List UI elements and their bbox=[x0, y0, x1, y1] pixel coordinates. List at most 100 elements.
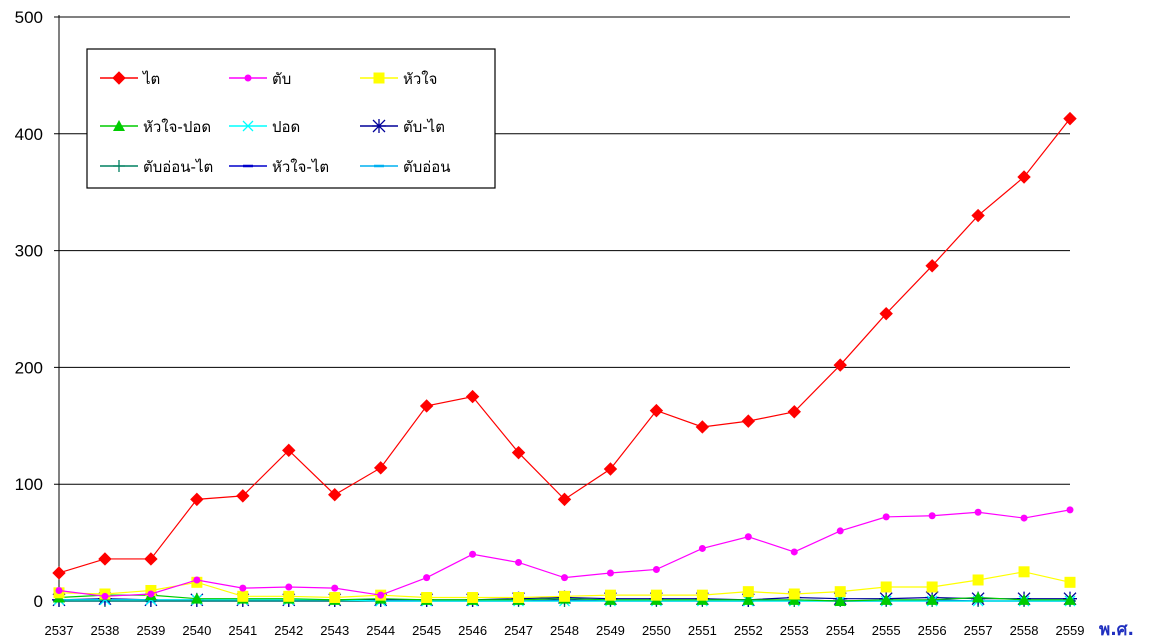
data-point bbox=[283, 590, 295, 602]
data-point bbox=[925, 259, 939, 273]
data-point bbox=[55, 586, 63, 594]
data-point bbox=[741, 414, 756, 428]
data-point bbox=[604, 589, 616, 601]
data-point bbox=[742, 593, 755, 605]
series-2 bbox=[55, 506, 1074, 600]
data-point bbox=[836, 527, 844, 535]
legend-label: ตับอ่อน-ไต bbox=[143, 158, 213, 176]
x-tick-label: 2559 bbox=[1056, 623, 1085, 638]
y-tick-label: 500 bbox=[15, 8, 43, 27]
data-point bbox=[742, 586, 754, 598]
data-point bbox=[1018, 593, 1031, 605]
data-point bbox=[147, 590, 155, 598]
series-group bbox=[52, 111, 1077, 607]
data-point bbox=[880, 581, 892, 593]
legend-item: ไต bbox=[100, 70, 160, 88]
data-point bbox=[652, 565, 660, 573]
data-point bbox=[373, 461, 388, 475]
x-tick-label: 2544 bbox=[366, 623, 395, 638]
data-point bbox=[1064, 593, 1076, 605]
legend-label: ปอด bbox=[272, 118, 300, 136]
data-point bbox=[561, 574, 568, 582]
data-point bbox=[557, 492, 572, 507]
data-point bbox=[190, 592, 203, 604]
legend-item: หัวใจ-ปอด bbox=[100, 118, 211, 136]
data-point bbox=[928, 512, 936, 520]
x-tick-label: 2548 bbox=[550, 623, 579, 638]
x-tick-label: 2550 bbox=[642, 623, 671, 638]
data-point bbox=[145, 584, 157, 596]
data-point bbox=[242, 120, 254, 132]
legend-label: ตับอ่อน bbox=[403, 158, 451, 176]
data-point bbox=[372, 119, 386, 133]
x-tick-label: 2538 bbox=[90, 623, 119, 638]
x-tick-label: 2539 bbox=[136, 623, 165, 638]
legend-item: หัวใจ bbox=[360, 70, 437, 88]
data-point bbox=[1020, 514, 1028, 522]
x-tick-label: 2554 bbox=[826, 623, 855, 638]
data-point bbox=[788, 588, 800, 600]
data-point bbox=[282, 443, 296, 458]
y-axis-ticks: 0 100 200 300 400 500 bbox=[15, 8, 43, 611]
data-point bbox=[239, 584, 247, 592]
x-tick-label: 2557 bbox=[964, 623, 993, 638]
legend-label: หัวใจ-ไต bbox=[272, 158, 329, 176]
data-point bbox=[467, 591, 479, 603]
data-point bbox=[193, 576, 201, 584]
data-point bbox=[237, 590, 249, 602]
data-point bbox=[972, 574, 984, 586]
data-point bbox=[144, 552, 158, 566]
data-point bbox=[469, 550, 477, 558]
data-point bbox=[511, 445, 526, 460]
x-tick-label: 2542 bbox=[274, 623, 303, 638]
data-point bbox=[244, 74, 252, 82]
legend-label: หัวใจ-ปอด bbox=[143, 118, 211, 136]
legend-item: ตับอ่อน bbox=[360, 158, 451, 176]
data-point bbox=[879, 306, 893, 321]
x-tick-label: 2555 bbox=[872, 623, 901, 638]
data-point bbox=[101, 592, 109, 600]
y-tick-label: 200 bbox=[15, 358, 43, 377]
data-point bbox=[52, 566, 66, 580]
data-point bbox=[329, 591, 341, 603]
legend-item: ปอด bbox=[229, 118, 300, 136]
data-point bbox=[650, 589, 662, 601]
x-tick-label: 2546 bbox=[458, 623, 487, 638]
y-tick-label: 300 bbox=[15, 242, 43, 261]
data-point bbox=[972, 591, 985, 603]
data-point bbox=[465, 389, 480, 404]
series-line bbox=[58, 509, 1071, 597]
data-point bbox=[974, 508, 982, 516]
x-tick-label: 2537 bbox=[45, 623, 74, 638]
data-point bbox=[1064, 576, 1076, 588]
y-tick-label: 0 bbox=[34, 592, 43, 611]
data-point bbox=[513, 591, 525, 603]
data-point bbox=[421, 591, 433, 603]
x-axis-label: พ.ศ. bbox=[1099, 620, 1134, 640]
data-point bbox=[649, 403, 664, 418]
data-point bbox=[559, 590, 570, 602]
data-point bbox=[1066, 506, 1074, 514]
x-tick-label: 2545 bbox=[412, 623, 441, 638]
x-axis-ticks: 2537 2538 2539 2540 2541 2542 2543 2544 2545 2546… bbox=[45, 623, 1085, 638]
x-tick-label: 2540 bbox=[182, 623, 211, 638]
x-tick-label: 2553 bbox=[780, 623, 809, 638]
data-point bbox=[328, 488, 342, 502]
legend-label: หัวใจ bbox=[403, 70, 437, 88]
x-tick-label: 2558 bbox=[1010, 623, 1039, 638]
x-tick-label: 2552 bbox=[734, 623, 763, 638]
legend-item: ตับ bbox=[229, 70, 291, 88]
data-point bbox=[419, 399, 434, 413]
legend-label: ไต bbox=[142, 70, 160, 88]
data-point bbox=[515, 558, 523, 566]
x-tick-label: 2556 bbox=[918, 623, 947, 638]
data-point bbox=[423, 574, 431, 582]
data-point bbox=[1063, 111, 1077, 126]
data-point bbox=[603, 462, 618, 476]
data-point bbox=[834, 586, 846, 598]
data-point bbox=[606, 569, 614, 577]
data-point bbox=[236, 489, 250, 503]
legend-label: ตับ bbox=[272, 70, 291, 88]
